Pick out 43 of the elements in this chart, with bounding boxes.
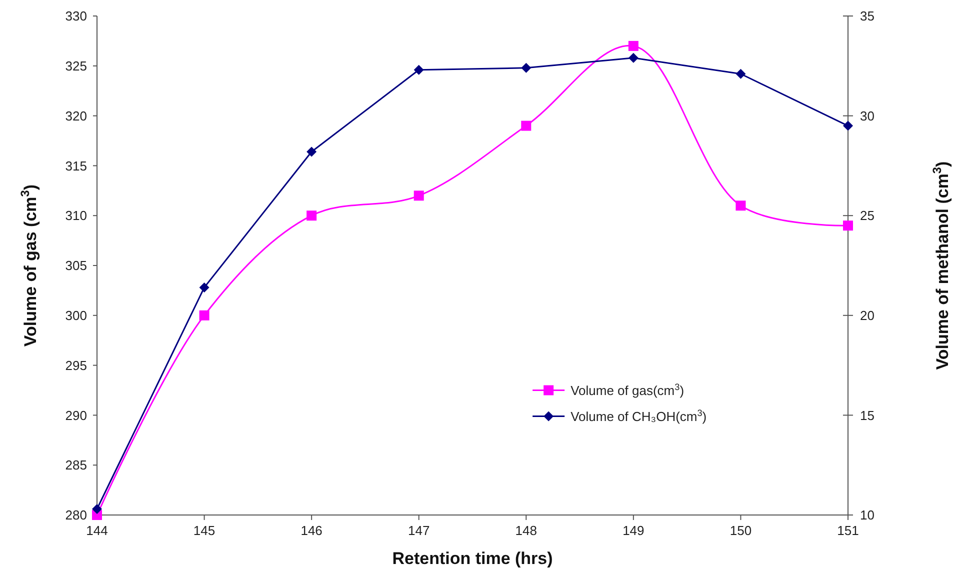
x-tick-label: 144 [86, 523, 108, 538]
y2-tick-label: 20 [860, 308, 874, 323]
point [843, 120, 853, 131]
point [628, 40, 638, 51]
y-tick-label: 315 [65, 158, 87, 174]
point [199, 310, 210, 320]
x-tick-label: 145 [193, 523, 216, 538]
y-tick-label: 295 [65, 358, 87, 373]
y2-tick-label: 10 [860, 508, 874, 523]
point [843, 220, 853, 231]
y-tick-label: 320 [65, 108, 87, 124]
point [736, 68, 746, 79]
x-tick-label: 148 [515, 523, 537, 538]
y-tick-label: 290 [65, 408, 87, 423]
point [92, 504, 102, 514]
x-tick-label: 147 [408, 523, 430, 538]
point [306, 210, 317, 221]
y-tick-label: 300 [65, 308, 87, 323]
y-tick-label: 285 [65, 458, 87, 473]
point [414, 64, 424, 75]
point [414, 190, 424, 201]
point [628, 52, 638, 63]
legend-label: Volume of CH₃OH(cm$^{3}$) [570, 408, 707, 424]
y-tick-label: 305 [65, 258, 87, 274]
point [736, 200, 746, 211]
y2-tick-label: 15 [860, 408, 874, 423]
y2-tick-label: 30 [860, 108, 874, 124]
x-tick-label: 150 [730, 523, 752, 538]
y2-tick-label: 35 [860, 8, 874, 24]
point [521, 120, 532, 131]
y-tick-label: 310 [65, 208, 87, 224]
y-tick-label: 325 [65, 58, 87, 74]
y-tick-label: 280 [65, 508, 87, 523]
point [521, 62, 532, 73]
x-axis-title: Retention time (hrs) [392, 549, 553, 568]
x-tick-label: 151 [837, 523, 859, 538]
point [306, 146, 317, 157]
x-tick-label: 146 [300, 523, 322, 538]
point [199, 282, 210, 292]
y2-tick-label: 25 [860, 208, 874, 224]
x-tick-label: 149 [622, 523, 644, 538]
legend-label: Volume of gas(cm$^{3}$) [570, 382, 684, 398]
y-tick-label: 330 [65, 8, 87, 24]
